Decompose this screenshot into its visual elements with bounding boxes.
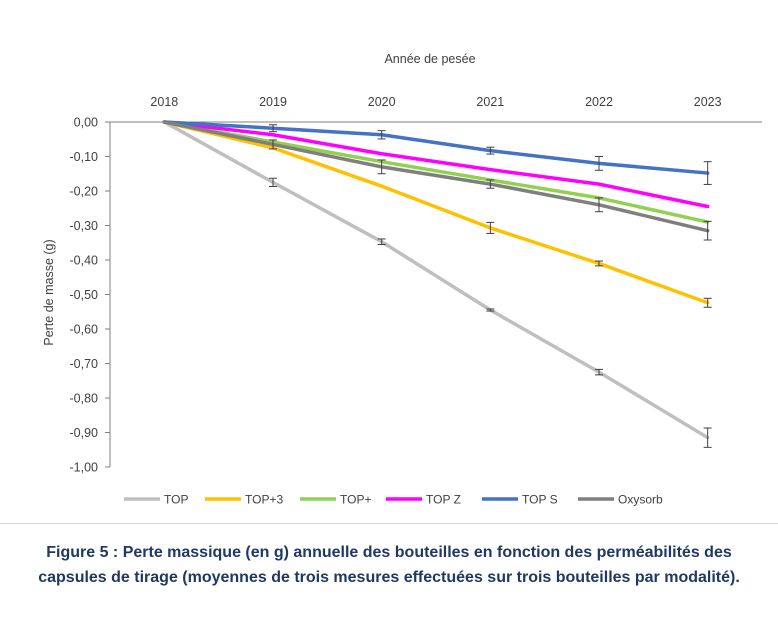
line-chart: Année de pesée Perte de masse (g) 2018 2019… xyxy=(42,52,762,507)
y-tick-label: -1,00 xyxy=(70,461,99,475)
x-axis-title: Année de pesée xyxy=(384,52,475,66)
y-tick-label: -0,50 xyxy=(70,288,99,302)
x-tick-label: 2022 xyxy=(585,95,613,109)
chart-area: Année de pesée Perte de masse (g) 2018 2019… xyxy=(0,52,778,524)
x-tick-label: 2023 xyxy=(694,95,722,109)
series-line xyxy=(162,120,710,209)
x-tick-label: 2021 xyxy=(476,95,504,109)
caption-prefix: Figure 5 : xyxy=(46,544,123,561)
y-tick-label: 0,00 xyxy=(74,116,98,130)
y-axis-title: Perte de masse (g) xyxy=(42,239,56,345)
y-tick-label: -0,90 xyxy=(70,426,99,440)
x-tick-label: 2018 xyxy=(150,95,178,109)
x-tick-label: 2020 xyxy=(368,95,396,109)
y-tick-label: -0,70 xyxy=(70,357,99,371)
caption-text: Perte massique (en g) annuelle des boute… xyxy=(38,544,740,586)
y-tick-label: -0,30 xyxy=(70,219,99,233)
y-tick-label: -0,60 xyxy=(70,323,99,337)
series-line xyxy=(162,120,710,224)
y-tick-label: -0,20 xyxy=(70,185,99,199)
legend-label: TOP Z xyxy=(426,493,461,507)
figure-caption: Figure 5 : Perte massique (en g) annuell… xyxy=(10,540,768,590)
legend-label: TOP+ xyxy=(340,493,371,507)
y-tick-label: -0,10 xyxy=(70,150,99,164)
y-tick-label: -0,40 xyxy=(70,254,99,268)
series-line xyxy=(162,120,710,175)
y-tick-label: -0,80 xyxy=(70,392,99,406)
legend-label: TOP+3 xyxy=(245,493,283,507)
series-line xyxy=(162,120,710,440)
series-line xyxy=(162,120,710,233)
legend-label: TOP xyxy=(164,493,188,507)
series-line xyxy=(162,120,710,305)
x-tick-label: 2019 xyxy=(259,95,287,109)
legend-label: TOP S xyxy=(522,493,558,507)
legend-label: Oxysorb xyxy=(618,493,663,507)
